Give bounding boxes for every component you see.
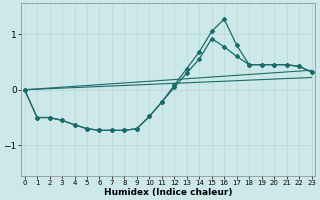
X-axis label: Humidex (Indice chaleur): Humidex (Indice chaleur) — [104, 188, 232, 197]
